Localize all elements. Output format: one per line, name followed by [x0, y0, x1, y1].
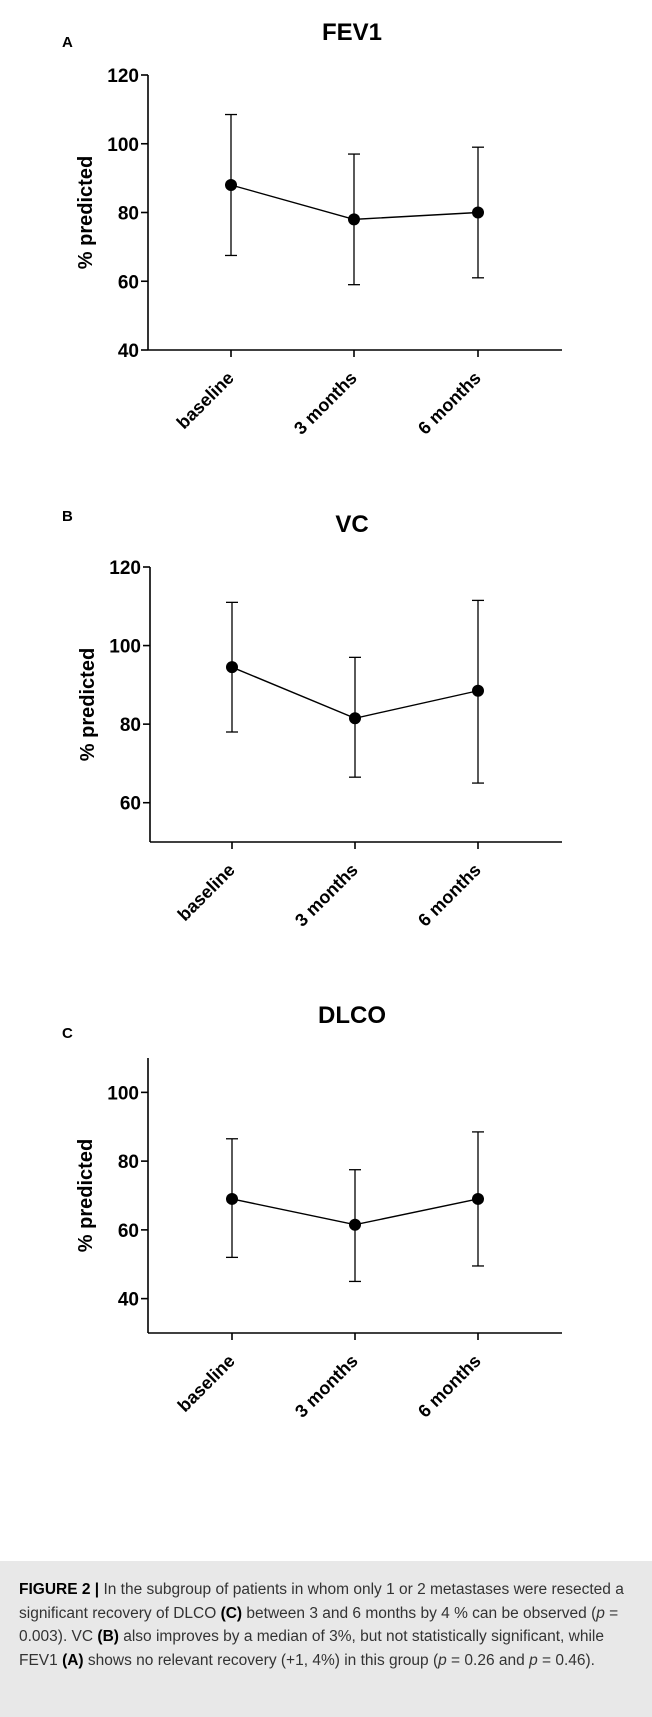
y-tick-label: 80 [120, 715, 141, 736]
panel-a: A FEV1 40 60 80 100 120 % predicted baseline 3 mo… [0, 0, 652, 500]
caption-text: shows no relevant recovery (+1, 4%) in t… [83, 1651, 439, 1669]
figure-caption: FIGURE 2 | In the subgroup of patients i… [19, 1578, 639, 1672]
y-tick-label: 120 [107, 66, 139, 87]
chart-vc: B VC 60 80 100 120 % predicted baseline 3 months… [62, 508, 562, 931]
figure-label: FIGURE 2 | [19, 1581, 100, 1598]
caption-ref-b: (B) [97, 1628, 119, 1645]
x-tick-label: 6 months [414, 860, 485, 931]
data-point [472, 1192, 484, 1205]
panel-label: C [62, 1025, 73, 1042]
data-point [472, 206, 484, 219]
panel-label: B [62, 508, 73, 525]
y-tick-label: 60 [118, 272, 139, 293]
y-tick-label: 100 [107, 135, 139, 156]
data-point [226, 661, 238, 674]
chart-title: FEV1 [322, 19, 382, 46]
caption-text: between 3 and 6 months by 4 % can be obs… [242, 1604, 597, 1622]
panel-label: A [62, 34, 73, 51]
caption-text: also improves by a median of 3%, but not… [19, 1628, 604, 1669]
data-point [348, 213, 360, 226]
y-axis-label: % predicted [75, 156, 97, 269]
caption-p: p [596, 1604, 605, 1622]
chart-title: DLCO [318, 1002, 386, 1029]
x-tick-label: 3 months [290, 368, 361, 439]
data-point [225, 179, 237, 191]
y-axis-label: % predicted [75, 1139, 97, 1252]
chart-title: VC [335, 511, 368, 538]
caption-ref-a: (A) [62, 1651, 84, 1669]
chart-fev1: A FEV1 40 60 80 100 120 % predicted baseline 3 mo… [62, 19, 562, 439]
chart-dlco: C DLCO 40 60 80 100 % predicted baseline 3 month… [62, 1002, 562, 1422]
y-tick-label: 40 [118, 1290, 139, 1311]
caption-text: = 0.46). [537, 1651, 595, 1669]
caption-p: p [438, 1651, 447, 1669]
caption-text: = 0.003). VC [19, 1604, 619, 1646]
data-point [226, 1192, 238, 1205]
x-tick-label: 3 months [291, 1351, 362, 1422]
panel-b: B VC 60 80 100 120 % predicted baseline 3 months… [0, 500, 652, 1000]
caption-text: In the subgroup of patients in whom only… [19, 1581, 624, 1622]
y-tick-label: 60 [118, 1221, 139, 1242]
y-axis-label: % predicted [77, 648, 99, 761]
x-tick-label: 3 months [291, 860, 362, 931]
x-tick-label: 6 months [414, 368, 485, 439]
caption-p: p [529, 1651, 538, 1669]
caption-background [0, 1561, 652, 1717]
caption-text: = 0.26 and [446, 1651, 530, 1669]
data-point [349, 712, 361, 725]
y-tick-label: 100 [107, 1083, 139, 1104]
x-tick-label: baseline [174, 860, 239, 925]
caption-ref-c: (C) [220, 1604, 243, 1622]
x-tick-label: 6 months [414, 1351, 485, 1422]
y-tick-label: 60 [120, 794, 141, 815]
x-tick-label: baseline [173, 368, 238, 433]
y-tick-label: 80 [118, 1152, 139, 1173]
y-tick-label: 40 [118, 341, 139, 362]
data-point [349, 1218, 361, 1231]
y-tick-label: 120 [109, 558, 141, 579]
panel-c: C DLCO 40 60 80 100 % predicted baseline 3 month… [0, 1000, 652, 1555]
y-tick-label: 80 [118, 204, 139, 225]
y-tick-label: 100 [109, 637, 141, 658]
data-point [472, 684, 484, 697]
x-tick-label: baseline [174, 1351, 239, 1416]
